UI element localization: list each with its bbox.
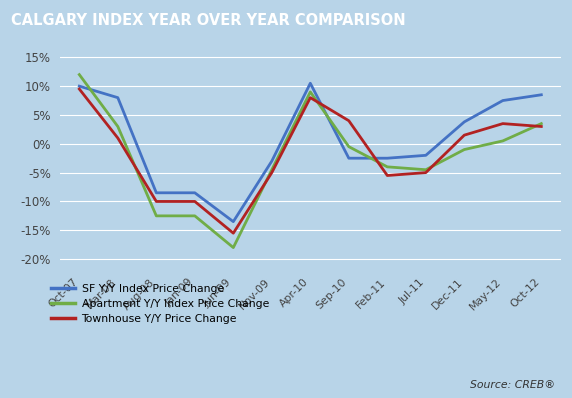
Legend: SF Y/Y Index Price Change, Apartment Y/Y Index Price Change, Townhouse Y/Y Price: SF Y/Y Index Price Change, Apartment Y/Y… [51, 284, 269, 324]
Text: Source: CREB®: Source: CREB® [470, 380, 555, 390]
Text: CALGARY INDEX YEAR OVER YEAR COMPARISON: CALGARY INDEX YEAR OVER YEAR COMPARISON [11, 14, 406, 28]
